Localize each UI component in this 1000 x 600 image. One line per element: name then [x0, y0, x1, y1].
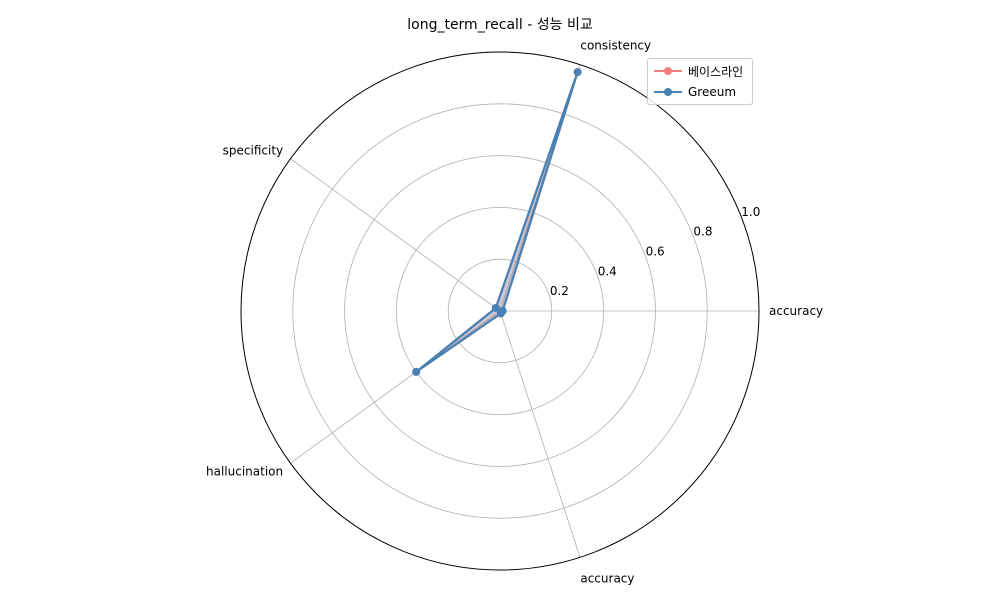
series-area [416, 72, 578, 372]
grid-spoke [290, 158, 501, 312]
series-point [496, 309, 505, 318]
axis-label: hallucination [206, 464, 283, 478]
grid-spoke [499, 310, 581, 558]
radial-tick-label: 0.4 [598, 264, 617, 278]
chart-title: long_term_recall - 성능 비교 [407, 17, 593, 33]
series-point [412, 367, 421, 376]
axis-label: consistency [580, 38, 651, 52]
legend-swatch-baseline [654, 65, 682, 77]
series-point [573, 68, 582, 77]
legend-item-greeum: Greeum [654, 83, 736, 101]
legend-swatch-greeum [654, 86, 682, 98]
legend-label-greeum: Greeum [688, 85, 737, 99]
legend: 베이스라인 Greeum [647, 58, 753, 105]
legend-label-baseline: 베이스라인 [688, 64, 744, 79]
radial-tick-label: 0.8 [693, 225, 712, 239]
radial-tick-label: 0.6 [646, 245, 665, 259]
axis-label: accuracy [769, 304, 823, 318]
axis-label: accuracy [580, 572, 634, 586]
radial-tick-label: 0.2 [550, 284, 569, 298]
series-area [416, 72, 578, 372]
series-point [491, 303, 500, 312]
legend-item-baseline: 베이스라인 [654, 62, 743, 80]
radial-tick-label: 1.0 [741, 205, 760, 219]
grid-spoke [290, 310, 501, 464]
polar-frame [240, 51, 760, 571]
axis-label: specificity [223, 144, 283, 158]
